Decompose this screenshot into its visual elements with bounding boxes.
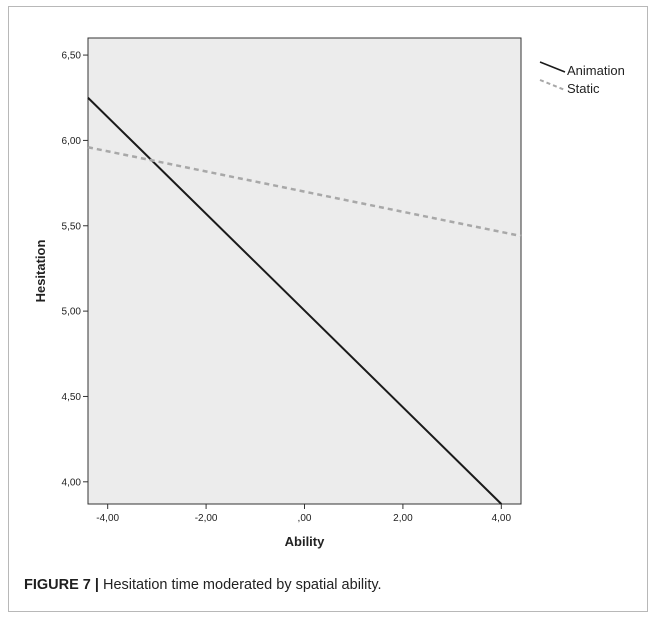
plot-area (87, 37, 522, 505)
y-tick-label: 5,00 (62, 307, 82, 318)
legend-swatch-animation (539, 61, 566, 73)
x-tick-label: -4,00 (96, 513, 119, 524)
y-axis-label: Hesitation (33, 240, 48, 303)
y-tick-label: 4,00 (62, 477, 82, 488)
y-tick-label: 5,50 (62, 221, 82, 232)
y-tick-label: 4,50 (62, 392, 82, 403)
x-tick-label: ,00 (298, 513, 312, 524)
caption-label: FIGURE 7 | (24, 577, 99, 593)
series-line-animation (87, 97, 503, 505)
x-tick-label: -2,00 (195, 513, 218, 524)
legend-swatch-static (539, 79, 566, 91)
chart: 4,00 4,50 5,00 5,50 6,00 6,50 -4,00 -2,00 ,00 2,0… (33, 37, 625, 549)
legend-label-animation: Animation (567, 63, 625, 78)
figure-caption: FIGURE 7 | Hesitation time moderated by … (24, 577, 382, 593)
figure-frame (8, 6, 648, 612)
x-tick-label: 4,00 (492, 513, 512, 524)
x-axis-label: Ability (285, 534, 325, 549)
series-line-static (87, 146, 522, 238)
y-tick-label: 6,00 (62, 136, 82, 147)
x-tick-label: 2,00 (393, 513, 413, 524)
legend-label-static: Static (567, 81, 600, 96)
caption-text: Hesitation time moderated by spatial abi… (98, 577, 382, 593)
y-tick-label: 6,50 (62, 51, 82, 62)
